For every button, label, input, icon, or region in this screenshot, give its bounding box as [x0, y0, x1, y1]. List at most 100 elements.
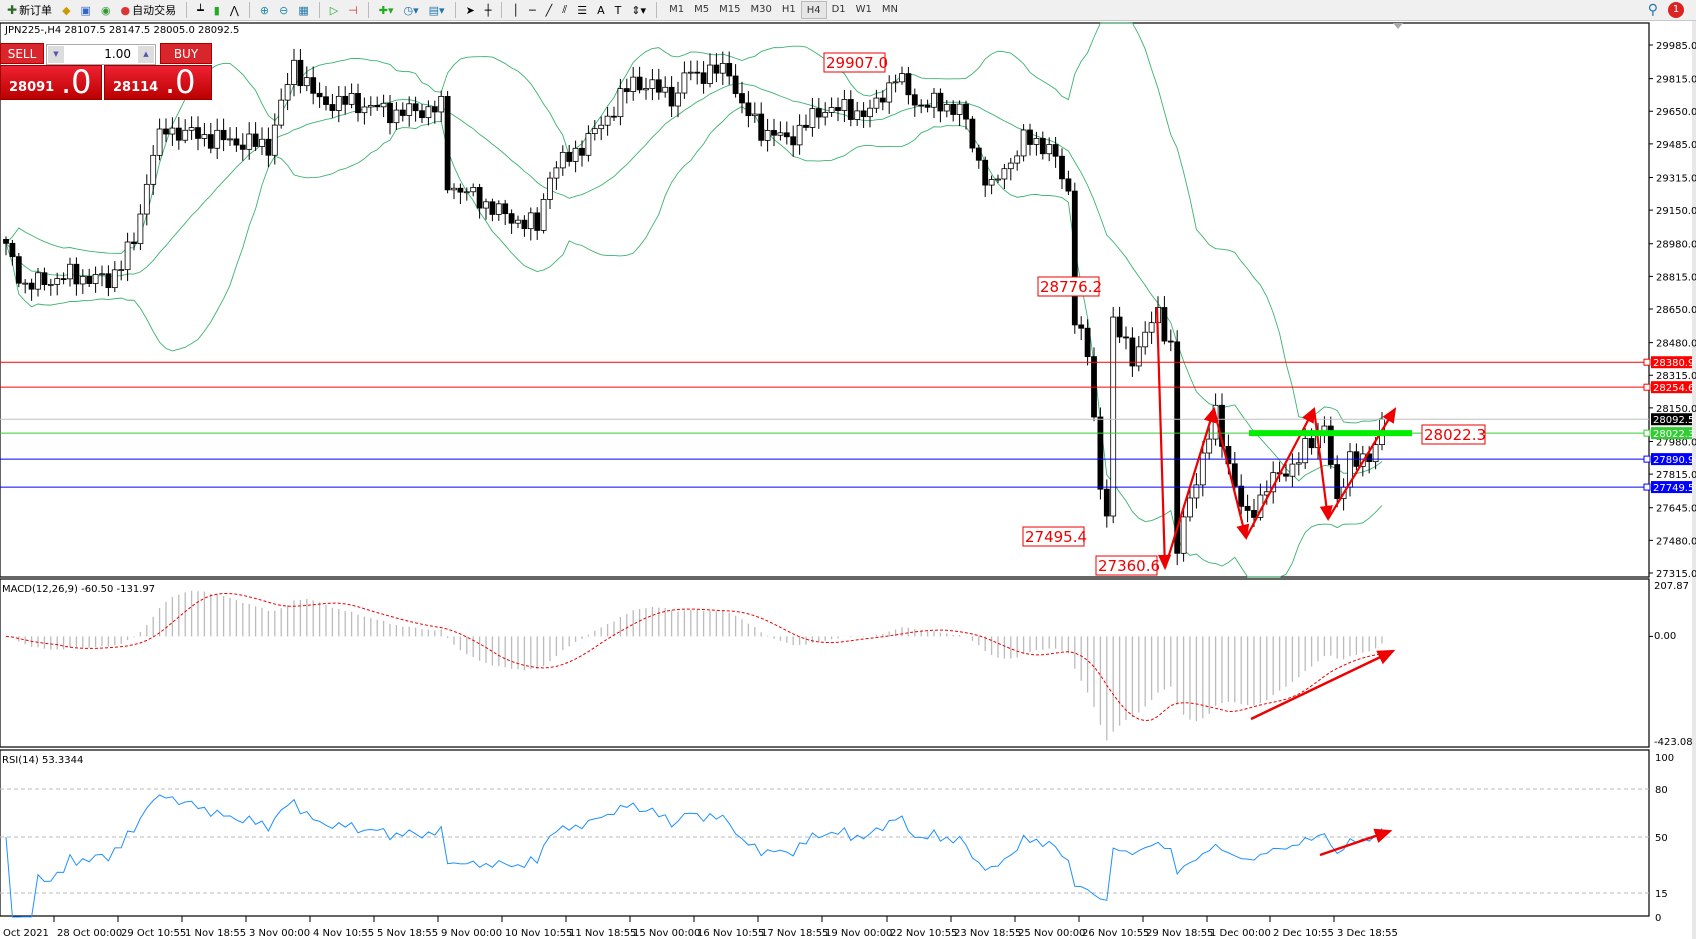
- price-label: 28380.9: [1653, 358, 1694, 369]
- horizontal-line-button[interactable]: ─: [526, 1, 539, 19]
- bear-candle: [1059, 155, 1065, 180]
- bear-candle: [1071, 190, 1078, 326]
- chart-shift-button[interactable]: ⊣: [345, 1, 361, 19]
- autoscroll-button[interactable]: ▷: [327, 1, 341, 19]
- search-icon[interactable]: ⚲: [1647, 2, 1658, 18]
- vertical-line-button[interactable]: │: [509, 1, 522, 19]
- bull-candle: [854, 110, 861, 120]
- navigator-button[interactable]: ▣: [78, 1, 94, 19]
- templates-button[interactable]: ▤▾: [426, 1, 448, 19]
- price-label: 28254.6: [1653, 383, 1694, 394]
- bear-candle: [476, 187, 483, 209]
- signals-button[interactable]: ◉: [98, 1, 114, 19]
- bull-candle: [393, 109, 400, 124]
- indicators-button[interactable]: ✚▾: [376, 1, 397, 19]
- timeframe-m5[interactable]: M5: [694, 4, 710, 15]
- sell-button[interactable]: SELL: [0, 43, 44, 64]
- line-chart-button[interactable]: ⋀: [227, 1, 242, 19]
- bear-candle: [783, 132, 790, 138]
- periods-button[interactable]: ◷▾: [401, 1, 422, 19]
- timeframe-h4[interactable]: H4: [800, 1, 827, 19]
- bear-candle: [508, 213, 515, 224]
- zoom-out-button[interactable]: ⊖: [276, 1, 291, 19]
- price-annotation: 28776.2: [1040, 278, 1102, 296]
- bear-candle: [1078, 324, 1085, 329]
- timeframe-m30[interactable]: M30: [750, 4, 772, 15]
- bull-candle: [1187, 497, 1193, 518]
- channel-button[interactable]: ⫽: [559, 1, 570, 19]
- autoscroll-icon: ▷: [329, 3, 339, 17]
- crosshair-button[interactable]: ┼: [482, 1, 495, 19]
- bull-candle: [1302, 438, 1309, 464]
- trendline-button[interactable]: ╱: [543, 1, 556, 19]
- bear-candle: [739, 93, 745, 104]
- bull-candle: [124, 241, 131, 271]
- candlestick-button[interactable]: ▮: [211, 1, 223, 19]
- bull-candle: [182, 129, 189, 141]
- bull-candle: [111, 269, 118, 289]
- bar-chart-button[interactable]: ┷: [194, 1, 207, 19]
- bull-candle: [451, 187, 457, 191]
- new-order-button[interactable]: ✚ 新订单: [7, 3, 53, 17]
- price-tick-label: 28980.0: [1656, 240, 1696, 251]
- bear-candle: [265, 138, 272, 156]
- horizontal-line-icon: ─: [529, 3, 536, 17]
- market-watch-button[interactable]: ◆: [59, 1, 73, 19]
- sell-price[interactable]: 28091.0: [0, 65, 102, 100]
- macd-min: -423.08: [1654, 737, 1693, 748]
- buy-button[interactable]: BUY: [160, 43, 212, 64]
- bull-candle: [604, 115, 611, 126]
- timeframe-w1[interactable]: W1: [855, 4, 872, 15]
- notification-badge[interactable]: 1: [1668, 2, 1684, 18]
- price-annotation-box: [1095, 555, 1158, 576]
- bull-candle: [867, 107, 873, 118]
- bear-candle: [399, 109, 406, 116]
- timeframe-mn[interactable]: MN: [881, 4, 899, 15]
- price-annotation: 28022.3: [1424, 426, 1486, 444]
- timeframe-h1[interactable]: H1: [781, 4, 796, 15]
- zoom-in-button[interactable]: ⊕: [257, 1, 272, 19]
- bull-candle: [188, 127, 195, 131]
- text-label-icon: T: [614, 3, 622, 17]
- text-label-button[interactable]: T: [612, 1, 625, 19]
- timeframe-d1[interactable]: D1: [831, 4, 846, 15]
- bear-candle: [655, 79, 662, 93]
- timeframe-m15[interactable]: M15: [719, 4, 741, 15]
- cursor-button[interactable]: ➤: [463, 1, 478, 19]
- buy-price[interactable]: 28114.0: [104, 65, 212, 100]
- scrollbar[interactable]: [1692, 21, 1696, 939]
- bull-candle: [585, 133, 592, 156]
- gold-icon: ◆: [62, 3, 71, 17]
- bull-candle: [470, 187, 477, 193]
- divider: [656, 2, 658, 18]
- bear-candle: [713, 64, 720, 74]
- arrows-button[interactable]: ⇕▾: [628, 1, 649, 19]
- lot-decrease-button[interactable]: ▼: [48, 46, 64, 63]
- lot-increase-button[interactable]: ▲: [138, 46, 154, 63]
- price-label-box: [1651, 381, 1692, 394]
- bear-candle: [790, 136, 797, 146]
- bear-candle: [623, 88, 630, 92]
- bear-candle: [412, 103, 419, 112]
- bear-candle: [310, 77, 317, 94]
- time-label: 26 Nov 10:55: [1082, 928, 1149, 939]
- time-label: 11 Nov 18:55: [569, 928, 636, 939]
- time-label: 15 Nov 00:00: [633, 928, 700, 939]
- auto-trading-button[interactable]: ● 自动交易: [120, 3, 177, 18]
- lot-size-input[interactable]: 1.00: [46, 44, 156, 65]
- tile-windows-button[interactable]: ▦: [295, 1, 311, 19]
- bear-candle: [1123, 336, 1129, 339]
- bear-candle: [239, 144, 246, 150]
- bear-candle: [982, 159, 989, 186]
- timeframe-m1[interactable]: M1: [669, 4, 685, 15]
- price-tick-label: 29150.0: [1656, 206, 1696, 217]
- fibonacci-button[interactable]: ☰: [574, 1, 590, 19]
- bull-candle: [156, 128, 163, 156]
- bear-candle: [131, 241, 137, 245]
- text-icon: A: [597, 3, 605, 17]
- text-button[interactable]: A: [594, 1, 608, 19]
- bull-candle: [35, 272, 41, 290]
- bull-candle: [169, 127, 176, 135]
- bull-candle: [886, 82, 893, 103]
